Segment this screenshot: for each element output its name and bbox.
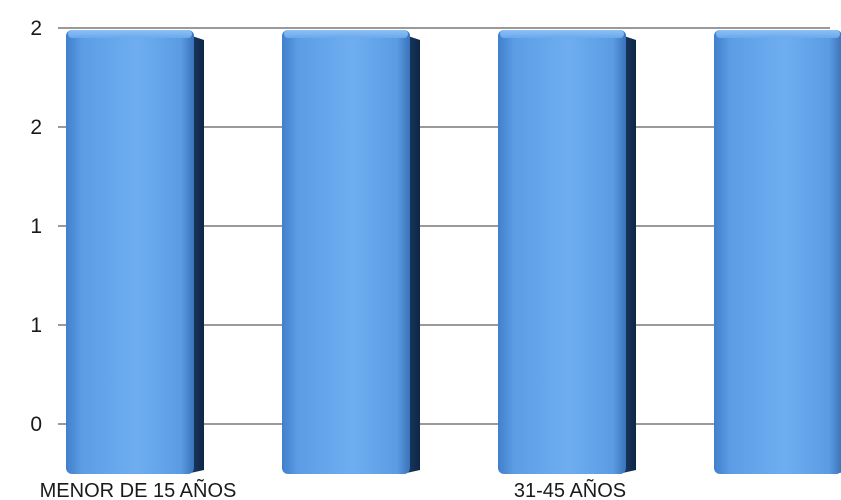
y-tick-label: 1	[30, 215, 42, 238]
bar	[66, 30, 204, 474]
x-category-label: 31-45 AÑOS	[514, 478, 626, 500]
y-tick-label: 1	[30, 314, 42, 337]
bar	[282, 30, 420, 474]
x-category-label: MENOR DE 15 AÑOS	[40, 478, 237, 500]
y-tick-label: 2	[30, 17, 42, 40]
bars	[66, 30, 841, 474]
y-tick-label: 2	[30, 116, 42, 139]
x-axis-labels: MENOR DE 15 AÑOS 31-45 AÑOS	[40, 478, 627, 500]
bar	[714, 30, 841, 474]
y-axis-ticks: 0 1 1 2 2	[30, 17, 42, 436]
bar	[498, 30, 636, 474]
y-tick-label: 0	[30, 413, 42, 436]
